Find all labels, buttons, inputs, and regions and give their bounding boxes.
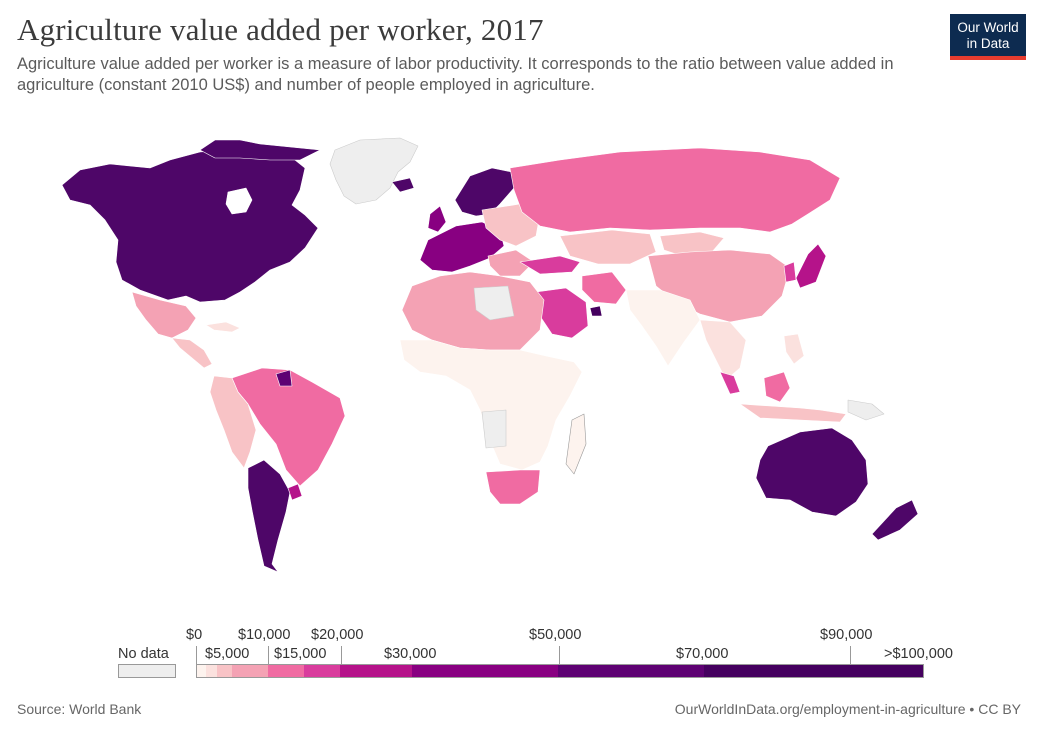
legend-upper-label: $10,000	[238, 627, 291, 643]
country-libya-nodata	[473, 285, 515, 321]
legend-bin	[206, 664, 217, 678]
country-uae	[589, 305, 603, 317]
legend-bin	[268, 664, 304, 678]
legend-bin	[412, 664, 558, 678]
page-title: Agriculture value added per worker, 2017	[17, 12, 544, 47]
legend-lower-label: $5,000	[205, 646, 250, 662]
logo-line-1: Our World	[957, 20, 1019, 35]
country-brazil	[231, 367, 346, 487]
legend-bin	[304, 664, 340, 678]
country-korea	[783, 261, 797, 283]
country-argentina	[247, 459, 291, 573]
legend-bin	[704, 664, 848, 678]
page-subtitle: Agriculture value added per worker is a …	[17, 55, 894, 94]
owid-logo[interactable]: Our World in Data	[950, 14, 1026, 60]
legend-upper-label: $50,000	[529, 627, 582, 643]
legend-bin	[558, 664, 704, 678]
country-angola-nodata	[481, 409, 507, 449]
legend-upper-label: $20,000	[311, 627, 364, 643]
country-iceland	[391, 177, 415, 193]
country-andes	[209, 375, 257, 469]
legend-bin	[340, 664, 412, 678]
country-turkey	[519, 255, 581, 275]
country-uk	[427, 205, 447, 233]
country-japan	[795, 243, 827, 289]
country-australia	[755, 427, 869, 517]
source-note: Source: World Bank	[17, 701, 142, 717]
legend-lower-label: $15,000	[274, 646, 327, 662]
legend-upper-label: $0	[186, 627, 203, 643]
country-malaysia	[719, 371, 741, 395]
legend-lower-label: $70,000	[676, 646, 729, 662]
country-papua	[847, 399, 885, 421]
country-iran	[581, 271, 627, 305]
country-new-zealand	[871, 499, 919, 541]
country-arctic-islands	[199, 139, 321, 161]
country-sub-saharan-africa	[399, 339, 583, 471]
country-greenland	[329, 137, 419, 205]
country-scandinavia	[454, 167, 515, 217]
legend-no-data-swatch	[118, 664, 176, 678]
country-north-america-high	[61, 149, 319, 303]
country-uruguay	[287, 483, 303, 501]
country-philippines	[783, 333, 805, 365]
country-kazakhstan	[559, 229, 657, 265]
country-suriname	[275, 369, 293, 387]
legend-bin	[848, 664, 924, 678]
country-caribbean	[205, 321, 241, 333]
legend-no-data-label: No data	[118, 646, 169, 662]
country-borneo	[763, 371, 791, 403]
legend-lower-label: $30,000	[384, 646, 437, 662]
legend-lower-label: >$100,000	[884, 646, 953, 662]
country-russia	[509, 147, 841, 233]
country-madagascar	[565, 413, 587, 475]
hudson-bay	[225, 187, 253, 215]
country-central-america	[171, 337, 213, 369]
country-indonesia	[739, 403, 847, 423]
country-saudi-arabia	[535, 287, 589, 339]
world-map[interactable]	[0, 0, 1043, 640]
country-south-asia	[625, 289, 701, 367]
legend-upper-label: $90,000	[820, 627, 873, 643]
legend-bin	[196, 664, 206, 678]
country-mexico	[131, 291, 197, 339]
country-south-africa	[485, 469, 541, 505]
logo-line-2: in Data	[966, 36, 1010, 51]
legend-bin	[217, 664, 232, 678]
country-balkans	[487, 249, 535, 277]
country-southeast-asia	[699, 319, 747, 381]
source-url-link[interactable]: OurWorldInData.org/employment-in-agricul…	[674, 701, 1021, 717]
legend-bin	[232, 664, 268, 678]
country-north-africa	[401, 271, 545, 351]
